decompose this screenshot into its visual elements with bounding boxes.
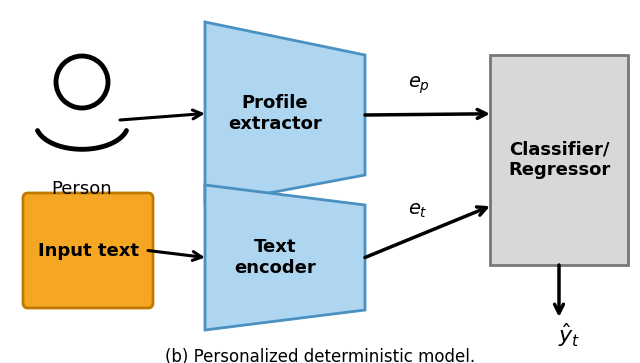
Text: $\hat{y}_t$: $\hat{y}_t$: [557, 321, 580, 349]
Text: $e_p$: $e_p$: [408, 75, 429, 97]
Text: Text
encoder: Text encoder: [234, 238, 316, 277]
Text: (b) Personalized deterministic model.: (b) Personalized deterministic model.: [165, 348, 475, 363]
FancyBboxPatch shape: [23, 193, 153, 308]
Polygon shape: [205, 22, 365, 205]
Text: Person: Person: [52, 180, 112, 198]
Bar: [490, 55, 628, 265]
Text: Input text: Input text: [38, 241, 138, 260]
Text: Profile
extractor: Profile extractor: [228, 94, 322, 133]
Text: $e_t$: $e_t$: [408, 201, 428, 220]
Text: Classifier/
Regressor: Classifier/ Regressor: [508, 140, 610, 179]
Polygon shape: [205, 185, 365, 330]
